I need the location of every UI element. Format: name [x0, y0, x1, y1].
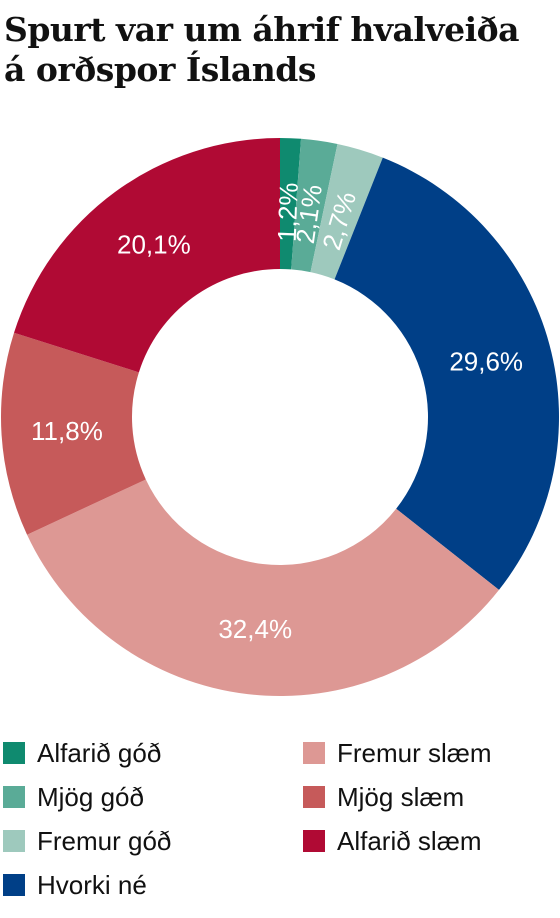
legend-swatch [3, 742, 25, 764]
legend-swatch [3, 830, 25, 852]
legend-label: Fremur slæm [337, 737, 492, 768]
legend-label: Alfarið góð [37, 737, 162, 768]
slice-hvorki-ne [334, 157, 559, 590]
slice-fremur-slaem [27, 479, 499, 697]
slice-fremur-god [310, 143, 383, 280]
legend-swatch [303, 742, 325, 764]
legend-item-mjog-god: Mjög góð [3, 780, 144, 814]
legend: Alfarið góð Mjög góð Fremur góð Hvorki n… [0, 736, 560, 906]
slice-alfarid-slaem [14, 138, 281, 373]
chart-title-line-1: Spurt var um áhrif hvalveiða [4, 10, 520, 49]
legend-label: Mjög góð [37, 781, 144, 812]
value-label-fremur-slaem: 32,4% [218, 614, 292, 644]
legend-item-fremur-slaem: Fremur slæm [303, 736, 492, 770]
legend-swatch [303, 786, 325, 808]
legend-label: Hvorki né [37, 869, 147, 900]
value-label-alfarid-slaem: 20,1% [117, 230, 191, 260]
donut-chart: 1,2%2,1%2,7%29,6%32,4%11,8%20,1% [0, 138, 559, 697]
legend-label: Alfarið slæm [337, 825, 482, 856]
value-label-mjog-slaem: 11,8% [31, 416, 103, 446]
value-label-alfarid-god: 1,2% [272, 182, 304, 242]
slice-mjog-slaem [0, 332, 146, 535]
donut-slices [0, 138, 559, 697]
chart-title-line-2: á orðspor Íslands [4, 50, 316, 89]
legend-swatch [303, 830, 325, 852]
slice-alfarid-god [280, 138, 302, 270]
legend-label: Fremur góð [37, 825, 172, 856]
slice-mjog-god [291, 138, 338, 273]
value-label-hvorki-ne: 29,6% [449, 347, 523, 377]
legend-item-alfarid-slaem: Alfarið slæm [303, 824, 481, 858]
legend-swatch [3, 786, 25, 808]
legend-swatch [3, 874, 25, 896]
legend-label: Mjög slæm [337, 781, 465, 812]
legend-item-hvorki-ne: Hvorki né [3, 868, 147, 902]
chart-title: Spurt var um áhrif hvalveiða á orðspor Í… [4, 10, 556, 90]
legend-item-mjog-slaem: Mjög slæm [303, 780, 464, 814]
legend-item-fremur-god: Fremur góð [3, 824, 171, 858]
donut-value-labels: 1,2%2,1%2,7%29,6%32,4%11,8%20,1% [31, 182, 523, 644]
legend-item-alfarid-god: Alfarið góð [3, 736, 161, 770]
